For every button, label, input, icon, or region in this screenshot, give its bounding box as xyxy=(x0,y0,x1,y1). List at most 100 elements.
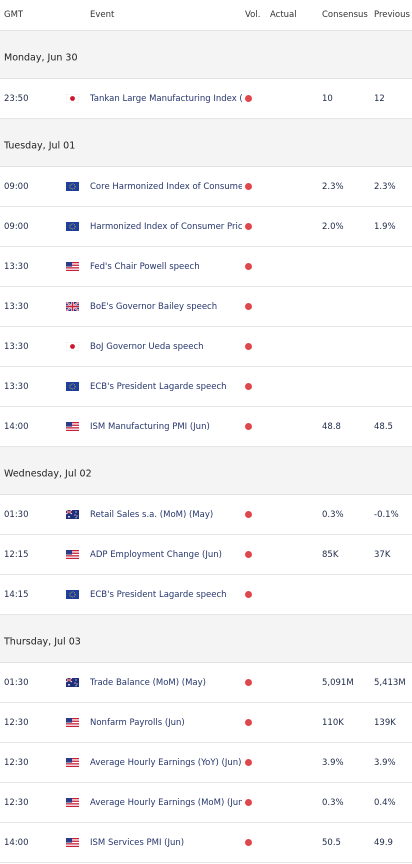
event-row: 01:30 Retail Sales s.a. (MoM) (May) 0.3% -0… xyxy=(0,495,412,535)
volatility-dot xyxy=(245,759,252,766)
volatility-dot xyxy=(245,263,252,270)
consensus: 0.3% xyxy=(322,797,344,808)
event-time: 01:30 xyxy=(4,677,29,688)
event-row: 12:30 Nonfarm Payrolls (Jun) 110K 139K xyxy=(0,703,412,743)
event-row: 12:15 ADP Employment Change (Jun) 85K 37K xyxy=(0,535,412,575)
volatility-dot xyxy=(245,551,252,558)
event-name: ISM Services PMI (Jun) xyxy=(90,837,185,848)
event-time: 23:50 xyxy=(4,93,29,104)
previous: 3.9% xyxy=(374,757,396,768)
event-row: 09:00 Core Harmonized Index of Consumer… 2… xyxy=(0,167,412,207)
event-name: Trade Balance (MoM) (May) xyxy=(90,677,206,688)
column-header: Actual xyxy=(270,10,297,20)
country-flag xyxy=(66,590,79,599)
event-row: 12:30 Average Hourly Earnings (YoY) (Jun)… xyxy=(0,743,412,783)
event-time: 12:30 xyxy=(4,757,29,768)
event-row: 13:30 BoJ Governor Ueda speech xyxy=(0,327,412,367)
country-flag xyxy=(66,718,79,727)
previous: 48.5 xyxy=(374,421,393,432)
consensus: 2.3% xyxy=(322,181,344,192)
consensus: 85K xyxy=(322,549,339,560)
event-time: 01:30 xyxy=(4,509,29,520)
day-header: Monday, Jun 30 xyxy=(0,31,412,79)
event-name: BoE's Governor Bailey speech xyxy=(90,301,218,312)
volatility-dot xyxy=(245,591,252,598)
event-row: 14:15 ECB's President Lagarde speech xyxy=(0,575,412,615)
country-flag xyxy=(66,758,79,767)
volatility-dot xyxy=(245,303,252,310)
event-name: ADP Employment Change (Jun) xyxy=(90,549,222,560)
event-time: 12:15 xyxy=(4,549,29,560)
country-flag xyxy=(66,510,79,519)
event-name: ECB's President Lagarde speech xyxy=(90,381,227,392)
event-row: 13:30 BoE's Governor Bailey speech xyxy=(0,287,412,327)
volatility-dot xyxy=(245,183,252,190)
country-flag xyxy=(66,182,79,191)
column-header: Consensus xyxy=(322,10,368,20)
event-name: Average Hourly Earnings (MoM) (Jun) xyxy=(90,797,242,808)
volatility-dot xyxy=(245,343,252,350)
country-flag xyxy=(66,262,79,271)
event-name: Nonfarm Payrolls (Jun) xyxy=(90,717,185,728)
consensus: 3.9% xyxy=(322,757,344,768)
event-time: 14:00 xyxy=(4,837,29,848)
volatility-dot xyxy=(245,383,252,390)
day-label: Wednesday, Jul 02 xyxy=(4,468,92,480)
volatility-dot xyxy=(245,95,252,102)
previous: 1.9% xyxy=(374,221,396,232)
country-flag xyxy=(66,382,79,391)
event-row: 14:00 ISM Services PMI (Jun) 50.5 49.9 xyxy=(0,823,412,863)
volatility-dot xyxy=(245,223,252,230)
day-header: Tuesday, Jul 01 xyxy=(0,119,412,167)
event-row: 13:30 ECB's President Lagarde speech xyxy=(0,367,412,407)
previous: -0.1% xyxy=(374,509,399,520)
consensus: 2.0% xyxy=(322,221,344,232)
day-label: Monday, Jun 30 xyxy=(4,52,78,64)
volatility-dot xyxy=(245,423,252,430)
header-row: GMT Event Vol. Actual Consensus Previous xyxy=(0,0,412,31)
column-header: GMT xyxy=(4,10,24,20)
event-row: 01:30 Trade Balance (MoM) (May) 5,091M 5,41… xyxy=(0,663,412,703)
event-time: 12:30 xyxy=(4,717,29,728)
column-header: Vol. xyxy=(245,10,261,20)
event-name: ECB's President Lagarde speech xyxy=(90,589,227,600)
event-time: 09:00 xyxy=(4,181,29,192)
event-time: 13:30 xyxy=(4,261,29,272)
event-name: Average Hourly Earnings (YoY) (Jun) xyxy=(90,757,242,768)
event-row: 23:50 Tankan Large Manufacturing Index (…… xyxy=(0,79,412,119)
country-flag xyxy=(66,422,79,431)
event-time: 14:15 xyxy=(4,589,29,600)
event-name: Core Harmonized Index of Consumer… xyxy=(90,181,242,192)
event-name: Fed's Chair Powell speech xyxy=(90,261,200,272)
column-header: Previous xyxy=(374,10,410,20)
previous: 49.9 xyxy=(374,837,393,848)
country-flag xyxy=(66,342,79,351)
event-row: 09:00 Harmonized Index of Consumer Price…… xyxy=(0,207,412,247)
event-row: 14:00 ISM Manufacturing PMI (Jun) 48.8 48.5 xyxy=(0,407,412,447)
event-time: 13:30 xyxy=(4,381,29,392)
previous: 37K xyxy=(374,549,391,560)
previous: 0.4% xyxy=(374,797,396,808)
event-time: 09:00 xyxy=(4,221,29,232)
country-flag xyxy=(66,550,79,559)
event-name: Retail Sales s.a. (MoM) (May) xyxy=(90,509,214,520)
day-header: Thursday, Jul 03 xyxy=(0,615,412,663)
column-header: Event xyxy=(90,10,115,20)
event-name: Tankan Large Manufacturing Index (… xyxy=(90,93,242,104)
country-flag xyxy=(66,302,79,311)
event-time: 13:30 xyxy=(4,341,29,352)
event-time: 12:30 xyxy=(4,797,29,808)
volatility-dot xyxy=(245,679,252,686)
day-header: Wednesday, Jul 02 xyxy=(0,447,412,495)
day-label: Thursday, Jul 03 xyxy=(4,636,81,648)
event-time: 14:00 xyxy=(4,421,29,432)
previous: 5,413M xyxy=(374,677,406,688)
previous: 2.3% xyxy=(374,181,396,192)
event-name: BoJ Governor Ueda speech xyxy=(90,341,204,352)
country-flag xyxy=(66,94,79,103)
volatility-dot xyxy=(245,839,252,846)
consensus: 10 xyxy=(322,93,333,104)
day-label: Tuesday, Jul 01 xyxy=(4,140,76,152)
country-flag xyxy=(66,798,79,807)
consensus: 50.5 xyxy=(322,837,341,848)
